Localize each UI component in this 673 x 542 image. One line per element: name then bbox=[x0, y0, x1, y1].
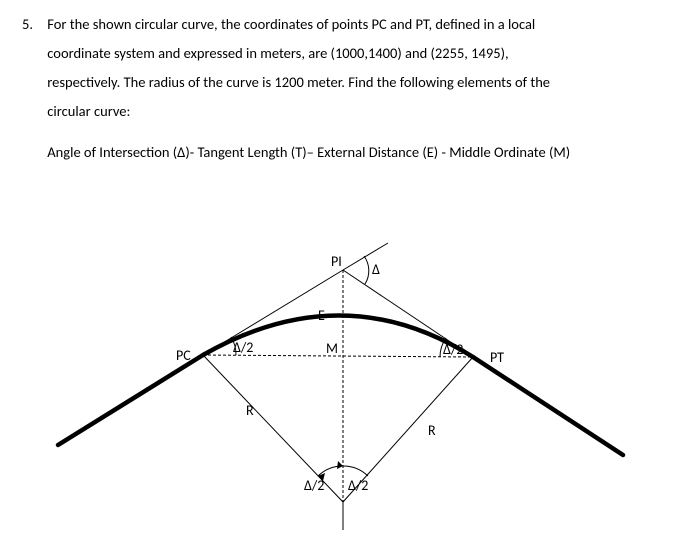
label-pc: PC bbox=[176, 347, 191, 364]
label-delta: Δ bbox=[372, 261, 380, 278]
problem-line-5: Angle of Intersection (Δ)- Tangent Lengt… bbox=[47, 143, 570, 161]
label-r-left: R bbox=[246, 402, 254, 419]
problem-line-2: coordinate system and expressed in meter… bbox=[47, 44, 508, 62]
curve-diagram: PI Δ E M PC PT Δ/2 Δ/2 R R Δ/2 Δ/2 bbox=[48, 240, 638, 535]
label-r-right: R bbox=[428, 422, 436, 439]
label-delta-half-br: Δ/2 bbox=[348, 477, 368, 494]
label-delta-half-pt: Δ/2 bbox=[443, 341, 463, 358]
tangent-right-line bbox=[473, 357, 623, 455]
label-pi: PI bbox=[331, 253, 342, 270]
arc-delta-pi bbox=[364, 256, 369, 284]
problem-text: 5. For the shown circular curve, the coo… bbox=[22, 10, 651, 167]
problem-number: 5. bbox=[22, 10, 44, 39]
arc-delta-half-center-right bbox=[343, 466, 368, 476]
problem-line-4: circular curve: bbox=[47, 102, 130, 120]
label-delta-half-pc: Δ/2 bbox=[233, 339, 253, 356]
line-pi-extension bbox=[343, 243, 388, 270]
tangent-left-line bbox=[58, 355, 203, 445]
label-pt: PT bbox=[490, 349, 504, 366]
problem-body: For the shown circular curve, the coordi… bbox=[47, 10, 647, 167]
problem-line-1: For the shown circular curve, the coordi… bbox=[47, 15, 535, 33]
label-m: M bbox=[326, 340, 338, 357]
arrow-center-right bbox=[337, 461, 343, 469]
label-delta-half-bl: Δ/2 bbox=[304, 477, 324, 494]
label-e: E bbox=[318, 307, 325, 324]
problem-line-3: respectively. The radius of the curve is… bbox=[47, 73, 550, 91]
